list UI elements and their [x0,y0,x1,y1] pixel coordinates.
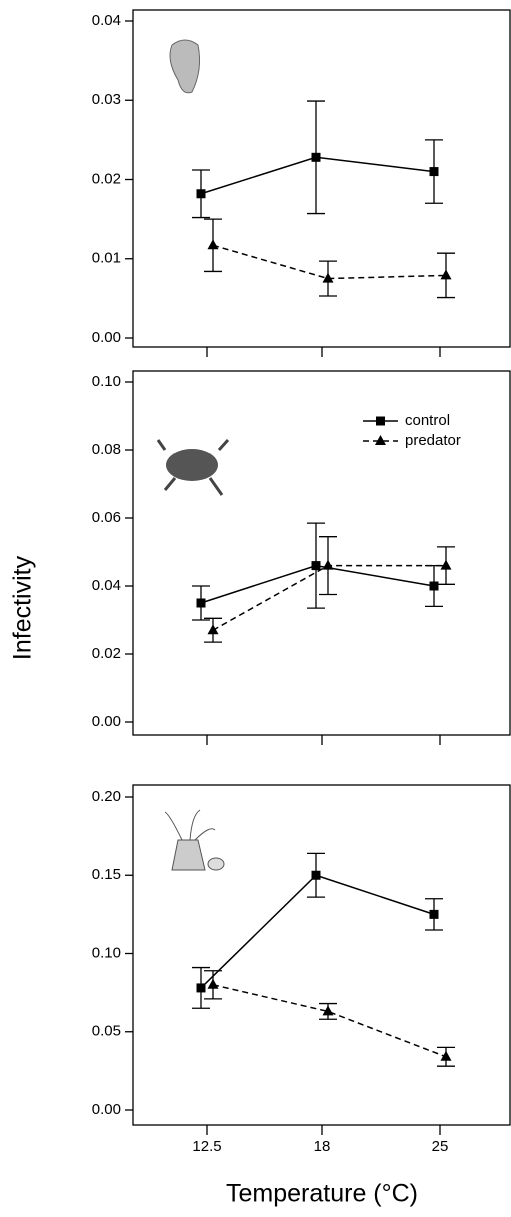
x-tick-label: 18 [314,1138,331,1155]
marker [322,272,334,283]
marker [429,909,439,919]
series-line [212,564,446,631]
y-tick-label: 0.02 [92,645,121,662]
plot-frame [132,370,511,736]
y-tick-label: 0.01 [92,250,121,267]
y-tick-label: 0.00 [92,713,121,730]
marker [196,598,206,608]
icon-oyster [169,39,200,94]
marker [311,561,321,571]
marker [322,1005,334,1016]
marker [196,983,206,993]
y-tick-label: 0.00 [92,1101,121,1118]
marker [311,870,321,880]
y-tick-label: 0.00 [92,329,121,346]
marker [207,978,219,989]
marker [440,559,452,570]
plot-frame [132,784,511,1126]
series-line [200,156,435,195]
y-tick-label: 0.04 [92,12,121,29]
y-tick-label: 0.10 [92,373,121,390]
marker [429,581,439,591]
marker [207,239,219,250]
series-line [212,244,447,280]
legend-marker [376,416,385,426]
marker [429,167,439,177]
marker [440,1050,452,1061]
y-tick-label: 0.10 [92,944,121,961]
icon-anemone [164,809,225,871]
series-line [212,984,447,1058]
x-tick-label: 25 [432,1138,449,1155]
y-tick-label: 0.08 [92,441,121,458]
y-tick-label: 0.02 [92,170,121,187]
marker [322,559,334,570]
y-tick-label: 0.04 [92,577,121,594]
legend-label: predator [405,432,461,449]
y-tick-label: 0.05 [92,1023,121,1040]
legend-label: control [405,412,450,429]
marker [440,269,452,280]
series-line [200,874,435,989]
y-tick-label: 0.06 [92,509,121,526]
icon-crab [156,438,230,496]
marker [196,189,206,199]
y-tick-label: 0.03 [92,91,121,108]
y-tick-label: 0.15 [92,866,121,883]
legend-marker [375,435,386,445]
x-tick-label: 12.5 [192,1138,221,1155]
marker [311,152,321,162]
y-axis-label: Infectivity [9,555,37,660]
y-tick-label: 0.20 [92,788,121,805]
x-axis-label: Temperature (°C) [226,1180,418,1208]
marker [207,624,219,635]
